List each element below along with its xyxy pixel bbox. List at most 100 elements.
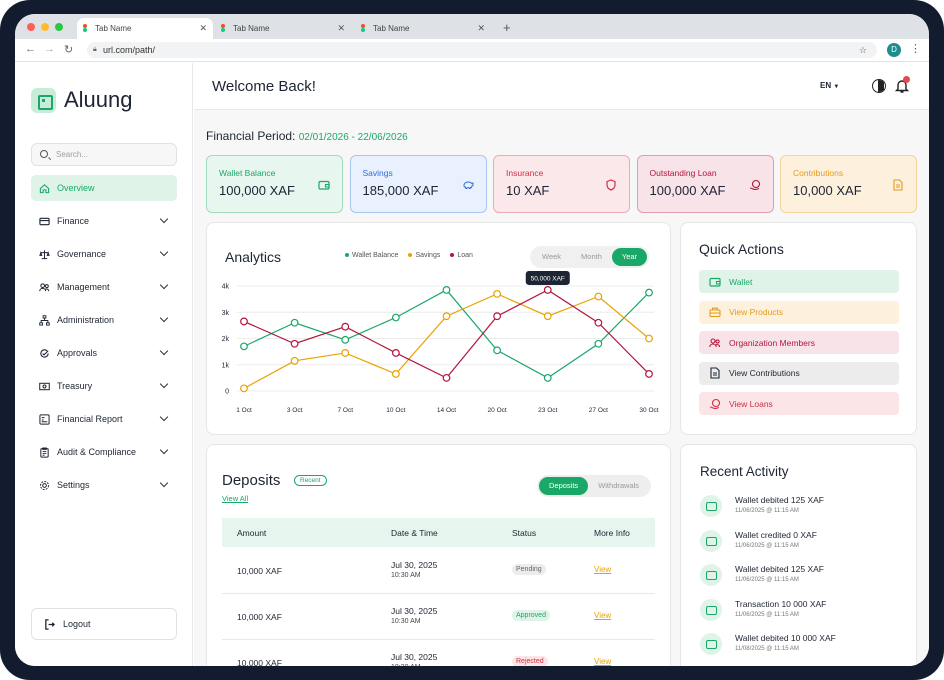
hierarchy-icon-wrap [39, 314, 50, 326]
bookmark-star-icon[interactable]: ☆ [858, 45, 867, 55]
url-field[interactable]: 🔒︎ url.com/path/ ☆ [87, 42, 877, 58]
sidebar-item-treasury[interactable]: Treasury [31, 373, 177, 399]
view-all-link[interactable]: View All [222, 494, 249, 503]
figma-icon [361, 24, 368, 33]
sidebar-item-finance[interactable]: Finance [31, 208, 177, 234]
time-cell: 10:30 AM [391, 618, 421, 625]
maximize-window-button[interactable] [55, 23, 63, 31]
app-logo[interactable]: Aluung [31, 87, 133, 113]
stat-card-wallet-balance[interactable]: Wallet Balance 100,000 XAF [206, 155, 343, 213]
clipboard-icon [40, 446, 49, 458]
scale-icon [39, 249, 50, 259]
logout-label: Logout [63, 619, 91, 629]
chevron-down-icon [159, 346, 169, 356]
sidebar-item-overview[interactable]: Overview [31, 175, 177, 201]
stat-card-insurance[interactable]: Insurance 10 XAF [493, 155, 630, 213]
quick-action-view-contributions[interactable]: View Contributions [699, 361, 899, 385]
stat-label: Outstanding Loan [649, 168, 717, 178]
minimize-window-button[interactable] [41, 23, 49, 31]
range-year-tab[interactable]: Year [611, 248, 648, 266]
sidebar-item-audit-compliance[interactable]: Audit & Compliance [31, 439, 177, 465]
data-point [493, 346, 502, 355]
logout-button[interactable]: Logout [31, 608, 177, 640]
close-tab-icon[interactable]: ✕ [337, 23, 345, 33]
quick-action-wallet[interactable]: Wallet [699, 270, 899, 293]
close-window-button[interactable] [27, 23, 35, 31]
activity-item[interactable]: Wallet credited 0 XAF 11/06/2025 @ 11:15 … [700, 529, 900, 560]
legend-swatch [408, 253, 413, 258]
sidebar-item-financial-report[interactable]: Financial Report [31, 406, 177, 432]
data-point [645, 288, 653, 297]
sidebar-item-approvals[interactable]: Approvals [31, 340, 177, 366]
withdrawals-tab[interactable]: Withdrawals [598, 481, 640, 490]
home-icon-wrap [39, 183, 50, 194]
quick-action-organization-members[interactable]: Organization Members [699, 331, 899, 354]
theme-toggle-icon[interactable] [872, 79, 886, 93]
card-icon [39, 217, 50, 225]
browser-tab-2[interactable]: Tab Name ✕ [215, 18, 351, 39]
activity-date: 11/06/2025 @ 11:15 AM [735, 611, 799, 618]
activity-item[interactable]: Wallet debited 125 XAF 11/06/2025 @ 11:15… [700, 564, 900, 594]
gear-icon-wrap [39, 480, 50, 491]
reload-icon[interactable]: ↻ [64, 44, 74, 56]
quick-action-view-products[interactable]: View Products [699, 300, 899, 324]
stat-label: Savings [362, 168, 393, 178]
app-name: Aluung [64, 87, 133, 112]
activity-item[interactable]: Transaction 10 000 XAF 11/06/2025 @ 11:15… [700, 598, 900, 629]
sidebar-item-governance[interactable]: Governance [31, 241, 177, 267]
profile-avatar[interactable]: D [887, 43, 901, 57]
range-month-tab[interactable]: Month [581, 252, 602, 261]
browser-tab-1[interactable]: Tab Name ✕ [77, 18, 213, 39]
view-link[interactable]: View [594, 611, 612, 620]
close-tab-icon[interactable]: ✕ [199, 23, 207, 33]
browser-menu-icon[interactable]: ⋮ [910, 43, 921, 55]
x-tick-label: 3 Oct [287, 407, 303, 414]
new-tab-button[interactable]: + [503, 20, 511, 35]
members-icon [709, 337, 721, 347]
shield-icon-wrap [605, 178, 617, 191]
close-tab-icon[interactable]: ✕ [477, 23, 485, 33]
stat-card-contributions[interactable]: Contributions 10,000 XAF [780, 155, 917, 213]
view-link[interactable]: View [594, 657, 612, 666]
stat-value: 10,000 XAF [793, 183, 862, 198]
activity-text: Wallet debited 125 XAF [735, 564, 824, 574]
search-input[interactable]: Search... [31, 143, 177, 166]
forward-arrow-icon[interactable]: → [44, 43, 55, 55]
shield-icon [606, 179, 616, 191]
deposits-tab[interactable]: Deposits [539, 477, 589, 495]
range-week-tab[interactable]: Week [542, 252, 562, 261]
piggy-bank-icon-wrap [462, 178, 474, 190]
sidebar-item-label: Management [57, 282, 110, 292]
back-arrow-icon[interactable]: ← [25, 43, 36, 55]
stat-card-outstanding-loan[interactable]: Outstanding Loan 100,000 XAF [636, 155, 774, 213]
top-bar: Welcome Back! EN ▼ [194, 63, 929, 110]
x-tick-label: 30 Oct [639, 407, 658, 414]
quick-action-view-loans[interactable]: View Loans [699, 392, 899, 415]
legend-label: Wallet Balance [352, 252, 399, 259]
quick-action-label: Wallet [729, 276, 753, 287]
deposits-toggle: Deposits Withdrawals [537, 475, 652, 497]
sidebar-item-label: Approvals [57, 348, 98, 358]
sidebar-item-label: Treasury [57, 381, 93, 391]
view-link[interactable]: View [594, 565, 612, 574]
deposits-table-header: Amount Date & Time Status More Info [222, 518, 655, 547]
chevron-down-icon [159, 478, 169, 488]
financial-period-label: Financial Period: [206, 129, 296, 143]
data-point [543, 373, 552, 382]
stat-card-savings[interactable]: Savings 185,000 XAF [349, 155, 487, 213]
language-select[interactable]: EN ▼ [820, 81, 839, 90]
wallet-icon [318, 180, 330, 190]
y-tick-label: 4k [222, 284, 230, 291]
document-icon-wrap [892, 178, 904, 191]
activity-item[interactable]: Wallet debited 125 XAF 11/06/2025 @ 11:15… [700, 495, 900, 525]
sidebar-item-settings[interactable]: Settings [31, 472, 177, 498]
amount-cell: 10,000 XAF [237, 658, 282, 666]
browser-tab-3[interactable]: Tab Name ✕ [355, 18, 491, 39]
chevron-down-icon [159, 313, 169, 323]
activity-item[interactable]: Wallet debited 10 000 XAF 11/08/2025 @ 11… [700, 633, 900, 663]
language-value: EN [820, 81, 832, 90]
x-tick-label: 20 Oct [488, 407, 507, 414]
sidebar-item-administration[interactable]: Administration [31, 307, 177, 333]
screen: Tab Name ✕ Tab Name ✕ Tab Name ✕ + ← → ↻… [15, 14, 929, 666]
sidebar-item-management[interactable]: Management [31, 274, 177, 300]
